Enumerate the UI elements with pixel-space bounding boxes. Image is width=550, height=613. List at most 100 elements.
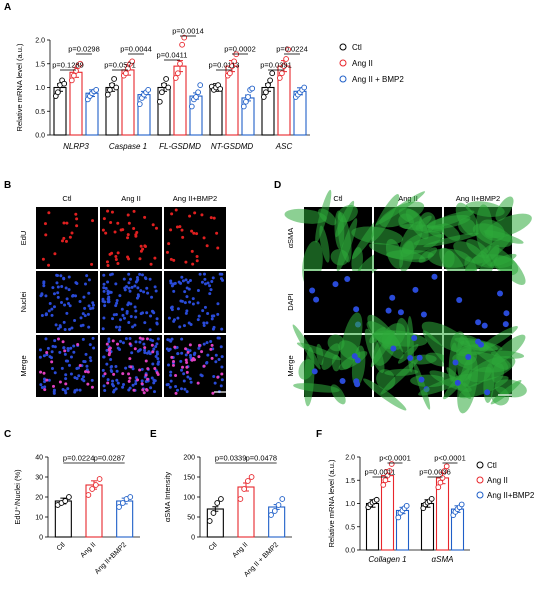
panel-d-actin-fiber — [426, 210, 475, 229]
panel-b-nucleus — [64, 391, 68, 395]
panel-d-actin-fiber — [423, 232, 479, 248]
panel-b-edu-nucleus — [153, 366, 157, 370]
panel-a-data-point — [77, 60, 84, 67]
panel-b-nucleus — [186, 280, 190, 284]
panel-b-edu-nucleus — [91, 219, 95, 223]
panel-b-nucleus — [123, 286, 127, 290]
panel-b-nucleus — [104, 286, 108, 290]
panel-a-p-value: p=0.0571 — [104, 61, 136, 70]
panel-b-edu-nucleus — [42, 371, 46, 375]
panel-f-y-tick-label: 1.0 — [345, 501, 355, 508]
panel-b-edu-nucleus — [197, 343, 201, 347]
panel-b-nucleus — [77, 374, 81, 378]
panel-f-data-point — [435, 484, 442, 491]
panel-b-nucleus — [124, 366, 128, 370]
panel-f-y-tick-label: 0.0 — [345, 548, 355, 555]
panel-b-nucleus — [102, 289, 106, 293]
panel-b-nucleus — [184, 311, 188, 315]
panel-b-nucleus — [56, 295, 60, 299]
panel-b-nucleus — [206, 281, 210, 285]
panel-b-edu-nucleus — [102, 217, 106, 221]
panel-b-edu-nucleus — [143, 244, 147, 248]
panel-b-nucleus — [202, 342, 206, 346]
panel-d-actin-fiber — [490, 350, 525, 359]
panel-b-edu-nucleus — [60, 239, 64, 243]
panel-d-nucleus — [420, 311, 427, 318]
panel-b-edu-nucleus — [65, 221, 69, 225]
panel-b-nucleus — [122, 382, 126, 386]
panel-d-nucleus — [412, 286, 419, 293]
panel-b-nucleus — [47, 309, 51, 313]
panel-b-edu-nucleus — [154, 226, 158, 230]
panel-f-data-point — [380, 482, 387, 488]
panel-d-nucleus — [416, 354, 423, 361]
panel-a-legend-marker — [339, 75, 347, 83]
panel-b-edu-nucleus — [75, 217, 79, 221]
panel-letter-e: E — [150, 429, 157, 440]
panel-b-nucleus — [65, 311, 69, 315]
panel-b-row-label: Nuclei — [19, 291, 28, 312]
panel-b-nucleus — [155, 342, 159, 346]
panel-a-p-value: p=0.0224 — [276, 45, 308, 54]
panel-b-nucleus — [148, 277, 152, 281]
panel-c-data-point — [66, 494, 72, 500]
panel-d-actin-fiber — [337, 212, 352, 263]
panel-b-nucleus — [219, 345, 223, 349]
panel-b-nucleus — [145, 351, 149, 355]
panel-b-nucleus — [220, 378, 224, 382]
panel-b-edu-nucleus — [116, 342, 120, 346]
panel-b-edu-nucleus — [116, 221, 120, 225]
panel-b-edu-nucleus — [133, 347, 137, 351]
panel-b-nucleus — [92, 346, 96, 350]
panel-b-nucleus — [59, 274, 63, 278]
panel-b-nucleus — [191, 297, 195, 301]
panel-d-nucleus — [411, 335, 418, 342]
panel-b-nucleus — [180, 368, 184, 372]
panel-b-nucleus — [205, 321, 209, 325]
panel-b-edu-nucleus — [209, 347, 213, 351]
panel-b-nucleus — [64, 286, 68, 290]
panel-b-nucleus — [200, 374, 204, 378]
panel-b-edu-nucleus — [107, 348, 111, 352]
panel-b-nucleus — [185, 390, 189, 394]
panel-d-nucleus — [354, 357, 361, 364]
panel-b-edu-nucleus — [141, 337, 145, 341]
panel-b-edu-nucleus — [56, 337, 60, 341]
panel-a-data-point — [161, 82, 167, 88]
panel-b-nucleus — [127, 281, 131, 285]
panel-b-nucleus — [188, 300, 192, 304]
panel-b-nucleus — [172, 318, 176, 322]
panel-a-data-point — [129, 58, 136, 65]
panel-b-nucleus — [72, 350, 76, 354]
panel-c-data-point — [96, 476, 103, 482]
panel-b-column-label: Ang II+BMP2 — [173, 194, 217, 203]
panel-b-edu-nucleus — [43, 222, 47, 226]
panel-d-column-label: Ctl — [333, 194, 343, 203]
panel-b-nucleus — [73, 389, 77, 393]
panel-b-nucleus — [67, 288, 71, 292]
panel-d-nucleus — [397, 309, 404, 316]
panel-b-nucleus — [91, 306, 95, 310]
panel-b-nucleus — [75, 281, 79, 285]
panel-b-edu-nucleus — [174, 391, 178, 395]
panel-b-edu-nucleus — [138, 257, 142, 261]
panel-b-nucleus — [129, 277, 133, 281]
panel-b-nucleus — [182, 379, 186, 383]
panel-d-actin-fiber — [480, 250, 493, 268]
panel-b-nucleus — [118, 325, 122, 329]
panel-f-data-point — [441, 468, 448, 474]
panel-b-nucleus — [166, 338, 170, 342]
panel-b-edu-nucleus — [90, 262, 94, 266]
panel-b-edu-nucleus — [151, 223, 155, 227]
panel-b-nucleus — [198, 272, 202, 276]
panel-f-p-value: p<0.0001 — [379, 454, 411, 463]
panel-b-edu-nucleus — [111, 339, 115, 343]
panel-b-edu-nucleus — [184, 347, 188, 351]
panel-b-edu-nucleus — [64, 239, 68, 243]
panel-b-nucleus — [197, 314, 201, 318]
panel-b-nucleus — [45, 353, 49, 357]
panel-b-nucleus — [182, 372, 186, 376]
panel-b-nucleus — [209, 288, 213, 292]
panel-b-nucleus — [167, 363, 171, 367]
panel-b-nucleus — [67, 363, 71, 367]
